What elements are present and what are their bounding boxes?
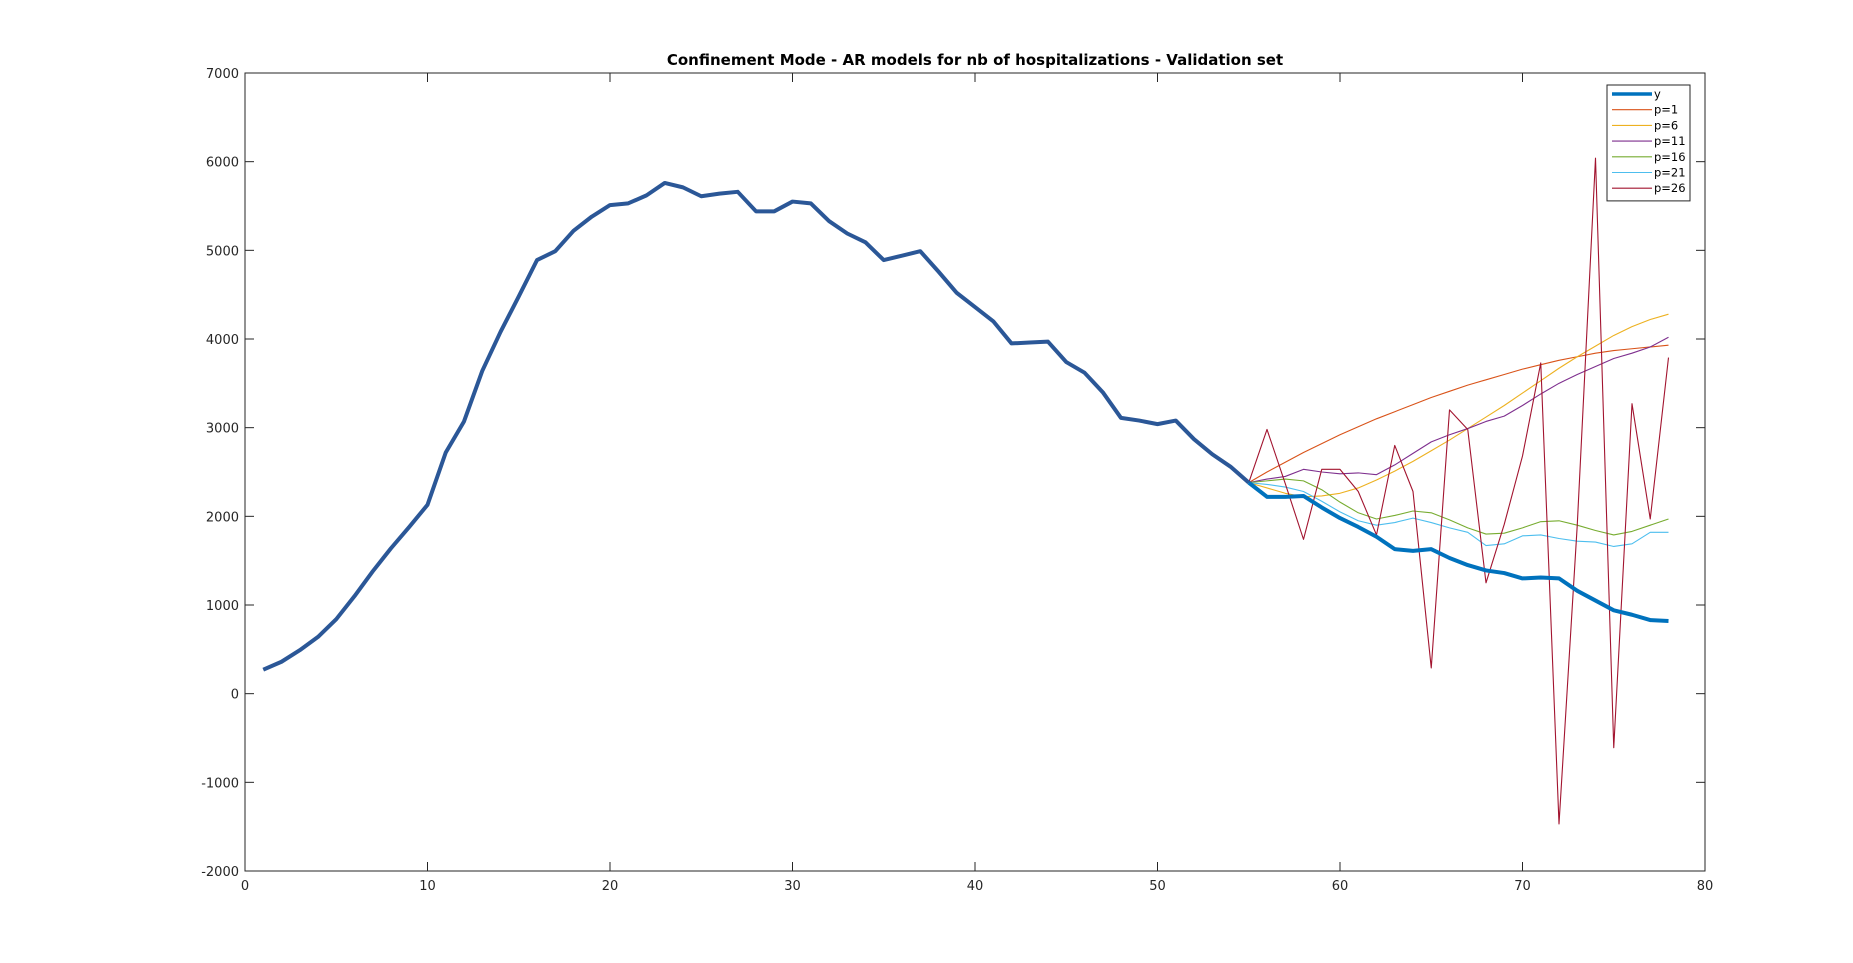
y-tick-label: -1000 (201, 776, 239, 791)
x-tick-label: 40 (967, 879, 984, 894)
x-tick-label: 0 (241, 879, 249, 894)
y-tick-label: 6000 (206, 156, 239, 171)
series-line-p21 (1248, 482, 1669, 548)
legend-box (1606, 84, 1691, 202)
series-lines (262, 157, 1670, 825)
x-tick-label: 60 (1332, 879, 1349, 894)
chart-title: Confinement Mode - AR models for nb of h… (667, 51, 1283, 69)
legend-label: p=11 (1654, 134, 1686, 148)
legend-label: p=16 (1654, 150, 1686, 164)
series-line-p6 (1248, 313, 1669, 498)
legend-label: p=6 (1654, 118, 1678, 132)
series-line-p16 (1248, 478, 1669, 536)
series-line-y (1247, 481, 1669, 623)
history-line (262, 180, 1251, 672)
plot-area: 0 10 20 30 40 50 60 70 80 -2000 -1000 0 1000 2000 3000… (201, 67, 1713, 894)
y-tick-label: 1000 (206, 599, 239, 614)
x-tick-label: 50 (1149, 879, 1166, 894)
legend-label: p=1 (1654, 103, 1678, 117)
legend-label: y (1654, 87, 1661, 101)
x-tick-label: 20 (602, 879, 619, 894)
x-tick-label: 30 (784, 879, 801, 894)
series-line-p11 (1248, 336, 1669, 484)
y-tick-label: 5000 (206, 244, 239, 259)
y-tick-label: 2000 (206, 510, 239, 525)
x-tick-label: 70 (1514, 879, 1531, 894)
y-tick-label: 3000 (206, 422, 239, 437)
y-tick-label: 7000 (206, 67, 239, 82)
x-tick-label: 10 (419, 879, 436, 894)
y-tick-label: -2000 (201, 865, 239, 880)
x-tick-label: 80 (1697, 879, 1714, 894)
legend-label: p=26 (1654, 181, 1686, 195)
series-line-p1 (1248, 344, 1669, 484)
y-tick-label: 4000 (206, 333, 239, 348)
axis-ticks: 0 10 20 30 40 50 60 70 80 -2000 -1000 0 1000 2000 3000… (201, 67, 1713, 894)
series-line-p26 (1248, 157, 1670, 825)
plot-frame (244, 72, 1706, 872)
y-tick-label: 0 (231, 688, 239, 703)
legend: y p=1p=6 p=11 p=16 p=21p=26 (1606, 84, 1691, 202)
legend-label: p=21 (1654, 166, 1686, 180)
